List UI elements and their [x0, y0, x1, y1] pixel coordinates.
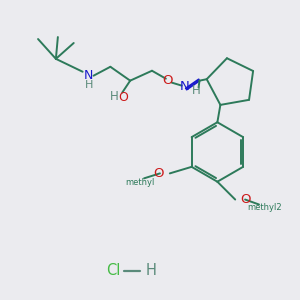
Text: methyl2: methyl2 — [248, 203, 282, 212]
Text: H: H — [146, 263, 157, 278]
Text: N: N — [180, 80, 190, 93]
Text: Cl: Cl — [106, 263, 120, 278]
Text: N: N — [84, 69, 93, 82]
Text: H: H — [84, 80, 93, 90]
Text: O: O — [118, 91, 128, 104]
Text: H: H — [110, 90, 118, 103]
Text: H: H — [192, 84, 201, 97]
Text: O: O — [153, 167, 164, 180]
Text: O: O — [240, 193, 251, 206]
Text: O: O — [163, 74, 173, 87]
Text: methyl: methyl — [125, 178, 155, 187]
